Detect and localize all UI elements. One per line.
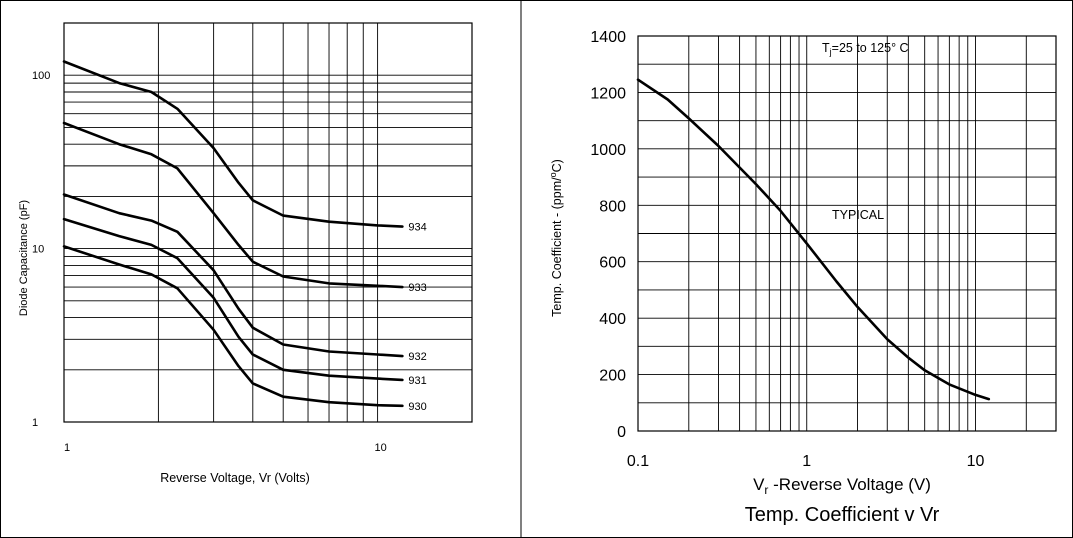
temp-coefficient-chart: 0 200 400 600 800 1000 1200 1400 0.1 1 10 Tj=25 t…: [548, 29, 1057, 526]
capacitance-x-tick-label: 1: [64, 442, 70, 454]
capacitance-plot-frame: [63, 22, 473, 423]
capacitance-y-tick-label: 1: [32, 417, 38, 429]
capacitance-y-axis-label: Diode Capacitance (pF): [18, 200, 30, 316]
temp-coefficient-grid: [638, 36, 1056, 431]
capacitance-y-tick-label: 100: [32, 70, 50, 82]
temp-coefficient-x-tick-label: 0.1: [627, 453, 649, 470]
temp-coefficient-y-tick-label: 400: [599, 311, 626, 328]
temp-coefficient-y-tick-label: 800: [599, 198, 626, 215]
capacitance-series-932-label: 932: [408, 351, 426, 363]
capacitance-series-930-line: [62, 245, 404, 408]
capacitance-series-934-line: [62, 60, 404, 228]
temp-coefficient-title: Temp. Coefficient v Vr: [745, 504, 940, 526]
temp-coefficient-x-tick-label: 10: [967, 453, 985, 470]
capacitance-y-tick-label: 10: [32, 244, 44, 256]
temp-coefficient-x-ticks: 0.1 1 10: [627, 453, 985, 470]
capacitance-x-axis-label: Reverse Voltage, Vr (Volts): [160, 471, 310, 485]
temp-coefficient-y-ticks: 0 200 400 600 800 1000 1200 1400: [590, 29, 626, 441]
temp-coefficient-series-line: [636, 78, 991, 401]
capacitance-curves: [62, 60, 404, 408]
capacitance-series-934-label: 934: [408, 222, 426, 234]
temp-coefficient-x-axis-label: Vr -Reverse Voltage (V): [753, 475, 931, 497]
capacitance-series-labels: 934 933 932 931 930: [408, 222, 426, 413]
capacitance-x-tick-label: 10: [374, 442, 386, 454]
temp-coefficient-y-tick-label: 200: [599, 368, 626, 385]
capacitance-series-931-label: 931: [408, 375, 426, 387]
capacitance-series-932-line: [62, 193, 404, 358]
capacitance-grid: [64, 23, 472, 422]
capacitance-x-ticks: 1 10: [64, 442, 387, 454]
temp-coefficient-y-tick-label: 1000: [590, 142, 626, 159]
typical-annotation: TYPICAL: [832, 208, 884, 222]
capacitance-chart: 934 933 932 931 930 1 10 100 1 10 Reverse Volta…: [18, 22, 473, 485]
capacitance-y-ticks: 1 10 100: [32, 70, 50, 429]
temp-coefficient-x-tick-label: 1: [802, 453, 811, 470]
capacitance-series-931-line: [62, 217, 404, 382]
temp-coefficient-y-tick-label: 600: [599, 255, 626, 272]
temp-coefficient-y-tick-label: 1200: [590, 85, 626, 102]
junction-temperature-annotation: Tj=25 to 125° C: [822, 41, 909, 57]
temp-coefficient-y-axis-label: Temp. Coefficient - (ppm/oC): [548, 159, 564, 317]
temp-coefficient-y-tick-label: 1400: [590, 29, 626, 46]
temp-coefficient-plot-frame: [637, 35, 1057, 432]
capacitance-series-930-label: 930: [408, 401, 426, 413]
capacitance-series-933-label: 933: [408, 282, 426, 294]
temp-coefficient-curves: [636, 78, 991, 401]
capacitance-series-933-line: [62, 121, 404, 289]
temp-coefficient-y-tick-label: 0: [617, 424, 626, 441]
